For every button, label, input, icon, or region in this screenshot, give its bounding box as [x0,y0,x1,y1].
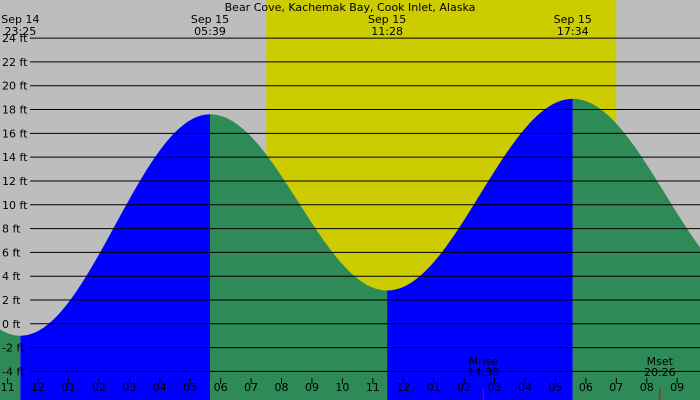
extreme-time-label: 23:25 [5,25,37,38]
moon-event-label: Mset [647,355,674,368]
y-tick-label: 12 ft [2,175,28,188]
extreme-date-label: Sep 15 [191,13,229,26]
y-tick-label: 18 ft [2,104,28,117]
y-tick-label: 24 ft [2,32,28,45]
x-tick-label: 02 [457,381,471,394]
rising-tide-area [20,114,210,400]
y-tick-label: 14 ft [2,151,28,164]
extreme-time-label: 05:39 [194,25,226,38]
chart-title: Bear Cove, Kachemak Bay, Cook Inlet, Ala… [225,1,476,14]
y-tick-label: 4 ft [2,270,21,283]
x-axis-labels: 11 12 01 02 03 04 05 06 07 08 09 10 11 12 01 02 03 04 05 06… [1,378,684,394]
x-tick-label: 11 [1,381,15,394]
falling-tide-area [210,114,388,400]
x-tick-label: 12 [31,381,45,394]
x-tick-label: 09 [305,381,319,394]
falling-tide-area [572,98,700,400]
y-tick-label: -2 ft [2,342,25,355]
y-tick-label: 10 ft [2,199,28,212]
x-tick-label: 01 [427,381,441,394]
moon-event-label: Mrise [469,355,499,368]
extreme-time-label: 17:34 [557,25,589,38]
y-axis-labels: -4 ft -2 ft 0 ft 2 ft 4 ft 6 ft 8 ft 10 ft 12 ft… [2,32,28,378]
x-tick-label: 12 [396,381,410,394]
y-tick-label: -4 ft [2,365,25,378]
x-tick-label: 04 [518,381,532,394]
x-tick-label: 03 [488,381,502,394]
extreme-date-label: Sep 15 [554,13,592,26]
x-tick-label: 10 [335,381,349,394]
x-tick-label: 06 [579,381,593,394]
x-tick-label: 03 [122,381,136,394]
x-tick-label: 05 [183,381,197,394]
x-tick-label: 08 [275,381,289,394]
extreme-date-label: Sep 14 [1,13,39,26]
x-tick-label: 06 [214,381,228,394]
x-tick-label: 11 [366,381,380,394]
rising-tide-area [387,98,573,400]
y-tick-label: 8 ft [2,223,21,236]
x-tick-label: 09 [670,381,684,394]
moon-event-time: 14:38 [467,366,499,379]
y-tick-label: 16 ft [2,127,28,140]
extreme-time-label: 11:28 [371,25,403,38]
y-tick-label: 2 ft [2,294,21,307]
y-tick-label: 22 ft [2,56,28,69]
x-tick-label: 07 [244,381,258,394]
extreme-date-label: Sep 15 [368,13,406,26]
x-tick-label: 07 [609,381,623,394]
x-tick-label: 04 [153,381,167,394]
moon-event-time: 20:26 [644,366,676,379]
y-tick-label: 20 ft [2,80,28,93]
y-tick-label: 6 ft [2,246,21,259]
x-tick-label: 05 [548,381,562,394]
x-tick-label: 02 [92,381,106,394]
falling-tide-area [0,329,21,400]
tide-area [0,98,700,400]
x-tick-label: 01 [61,381,75,394]
y-tick-label: 0 ft [2,318,21,331]
x-tick-label: 08 [640,381,654,394]
grid-lines [30,37,700,372]
